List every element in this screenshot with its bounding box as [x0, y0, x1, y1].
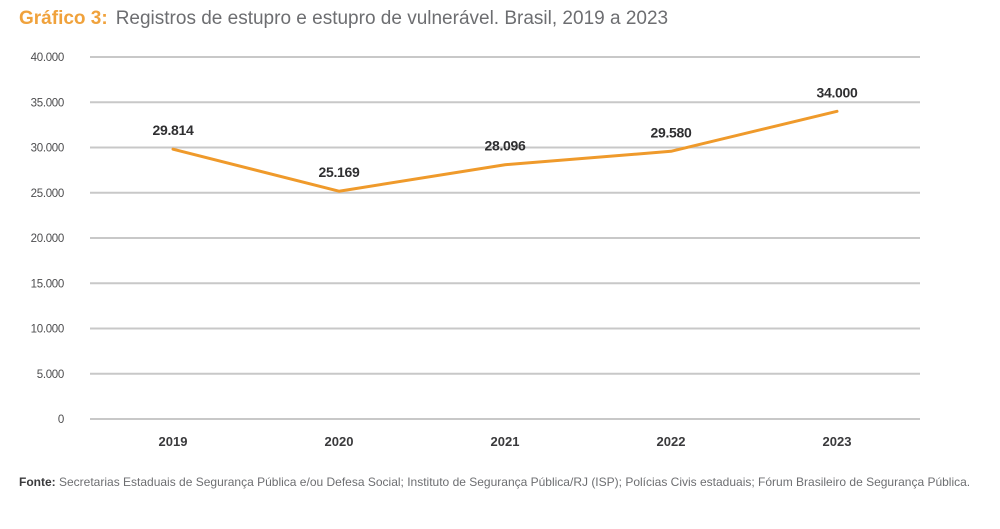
data-label: 29.580: [650, 124, 692, 140]
data-label: 29.814: [152, 122, 194, 138]
chart-title-lead: Gráfico 3:: [19, 8, 108, 29]
x-tick-label: 2019: [159, 434, 188, 449]
source-label: Fonte:: [19, 475, 56, 489]
x-axis: 2019 2020 2021 2022 2023: [159, 434, 852, 449]
y-tick-label: 15.000: [31, 278, 64, 290]
line-chart: 0 5.000 10.000 15.000 20.000 25.000 30.000 35.0…: [31, 52, 920, 449]
y-tick-label: 0: [58, 414, 64, 426]
data-labels: 29.814 25.169 28.096 29.580 34.000: [152, 84, 858, 180]
y-tick-label: 20.000: [31, 233, 64, 245]
y-axis: 0 5.000 10.000 15.000 20.000 25.000 30.000 35.0…: [31, 52, 65, 426]
chart-title: Gráfico 3: Registros de estupro e estupro…: [19, 8, 668, 30]
x-tick-label: 2023: [823, 434, 852, 449]
data-label: 34.000: [816, 84, 858, 100]
source-note: Fonte: Secretarias Estaduais de Seguranç…: [19, 474, 979, 490]
chart-title-text: Registros de estupro e estupro de vulner…: [115, 8, 669, 29]
data-label: 28.096: [484, 138, 526, 154]
x-tick-label: 2020: [325, 434, 354, 449]
source-text: Secretarias Estaduais de Segurança Públi…: [59, 475, 971, 489]
y-tick-label: 5.000: [37, 369, 64, 381]
x-tick-label: 2021: [491, 434, 520, 449]
y-tick-label: 40.000: [31, 52, 64, 64]
x-tick-label: 2022: [657, 434, 686, 449]
y-tick-label: 10.000: [31, 324, 64, 336]
y-tick-label: 35.000: [31, 97, 64, 109]
y-tick-label: 25.000: [31, 188, 64, 200]
gridlines: [90, 56, 920, 420]
series: [171, 109, 839, 193]
y-tick-label: 30.000: [31, 143, 64, 155]
data-label: 25.169: [318, 164, 360, 180]
